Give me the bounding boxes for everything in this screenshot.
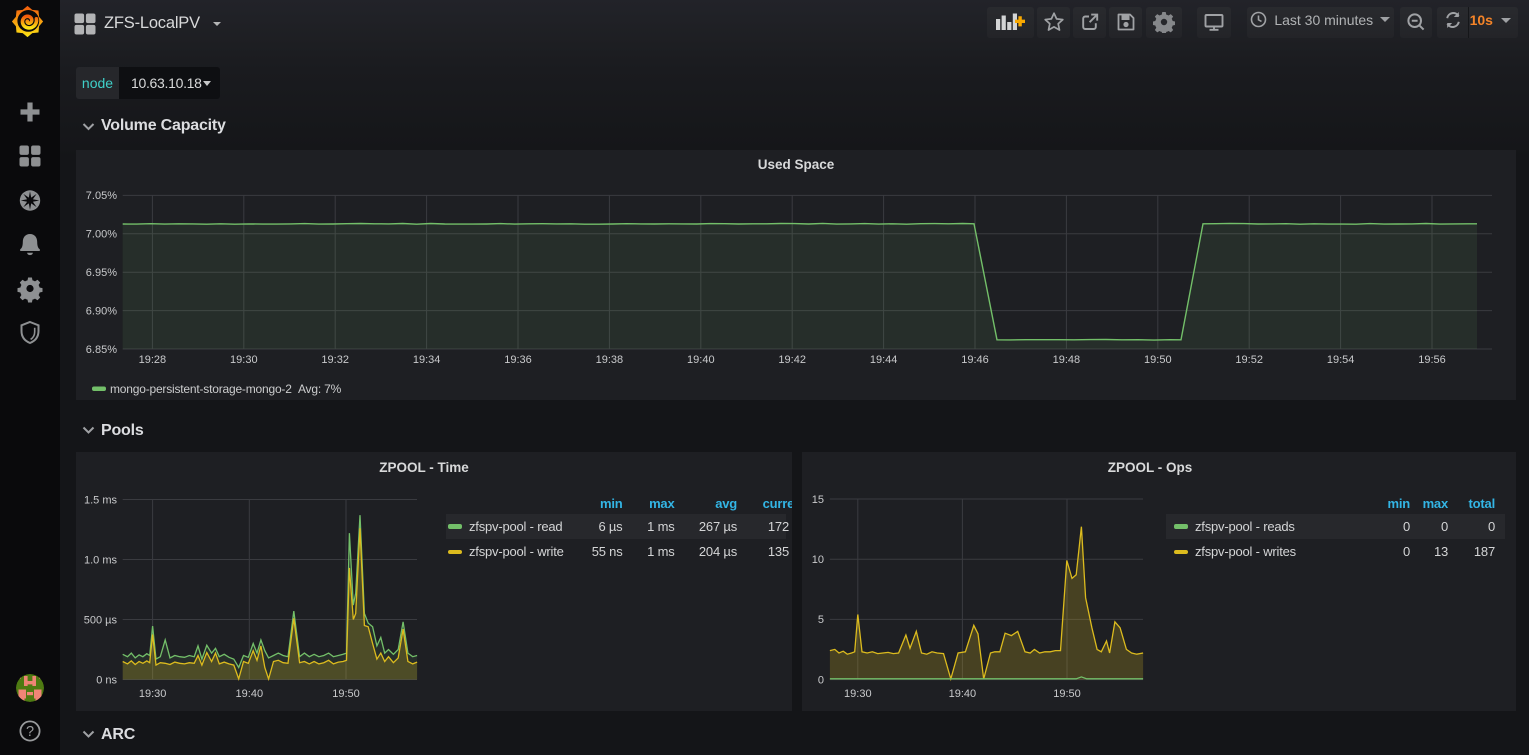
svg-text:?: ? <box>26 724 34 740</box>
